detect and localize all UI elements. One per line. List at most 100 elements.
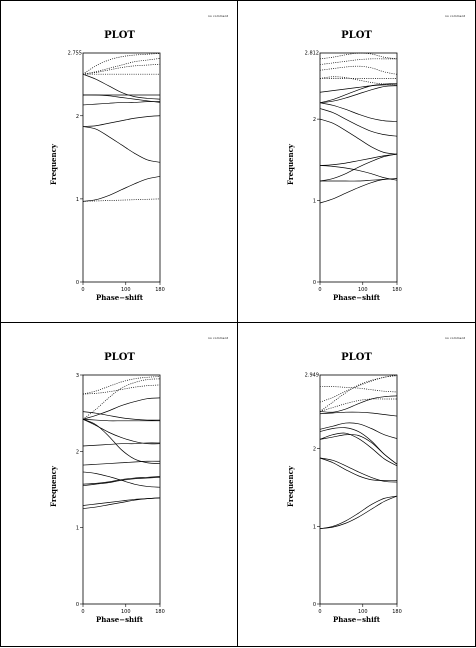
series-line-6 [82,460,161,466]
series-line-11 [82,397,161,420]
series-line-14 [82,376,161,395]
series-line-9 [319,411,398,417]
plot-frame [82,374,161,605]
series-line-3 [82,126,161,163]
series-line-14 [319,65,398,75]
series-line-15 [82,378,161,420]
series-line-10 [319,85,398,104]
plot-frame [319,52,398,283]
series-line-1 [82,497,161,509]
x-tick-label: 180 [155,287,165,293]
x-tick-label: 0 [318,609,321,615]
x-axis-label: Phase−shift [96,293,144,302]
series-line-16 [319,52,398,60]
series-line-10 [319,395,398,413]
series-line-2 [82,497,161,506]
series-line-12 [82,53,161,75]
chart-svg: 0 100 180 0 1 2 2.755 Phase−shift Frequency [49,51,165,303]
series-line-2 [82,198,161,202]
y-tick-label: 0 [313,280,316,286]
chart-svg: 0 100 180 0 1 2 3 Phase−shift Frequency [49,373,165,624]
series-line-13 [319,375,398,403]
plot-panel-1: no comment PLOT 0 100 180 0 1 2 2.755 Phase−shi… [0,0,239,324]
series-line-2 [319,495,398,530]
series-line-10 [82,63,161,75]
series-line-5 [82,471,161,488]
comment-label: no comment [208,14,228,18]
x-tick-label: 100 [121,609,131,615]
x-tick-label: 0 [318,287,321,293]
series-line-15 [319,58,397,65]
series-line-11 [319,84,398,93]
series-line-4 [82,476,161,485]
series-line-8 [319,422,398,439]
y-tick-label: 2 [76,449,79,455]
plot-panel-3: no comment PLOT 0 100 180 0 1 2 3 Phase−shift Fr… [0,322,239,647]
series-line-4 [82,115,161,127]
x-axis-label: Phase−shift [333,615,381,624]
plot-title: PLOT [341,352,372,363]
series-line-5 [82,101,161,106]
series-line-3 [319,153,398,182]
series-line-12 [319,386,398,393]
y-tick-label: 2 [76,114,79,120]
x-tick-label: 0 [81,609,84,615]
comment-label: no comment [208,336,228,340]
series-line-8 [319,102,398,122]
y-tick-label: 2 [313,447,316,453]
series-line-12 [82,411,161,421]
plot-panel-2: no comment PLOT 0 100 180 0 1 2 2.812 Phase−shi… [237,0,476,324]
series-line-13 [82,384,161,395]
series-line-9 [82,418,161,445]
comment-label: no comment [445,14,465,18]
x-tick-label: 180 [392,287,402,293]
x-axis-label: Phase−shift [96,615,144,624]
x-tick-label: 100 [358,609,368,615]
plot-title: PLOT [104,30,135,41]
series-line-3 [82,476,161,487]
y-axis-label: Frequency [286,143,295,185]
y-max-label: 2.949 [305,373,319,379]
series-line-6 [319,118,398,155]
plot-title: PLOT [341,30,372,41]
series-line-10 [82,418,160,422]
series-line-6 [319,432,398,467]
y-max-label: 2.812 [305,51,319,57]
x-tick-label: 0 [81,287,84,293]
x-tick-label: 180 [155,609,165,615]
series-line-5 [319,153,398,166]
y-axis-label: Frequency [49,143,58,185]
series-line-1 [319,495,398,530]
y-tick-label: 3 [76,373,79,379]
series-line-8 [82,73,161,100]
plot-frame [319,374,398,605]
y-tick-label: 0 [76,280,79,286]
plot-title: PLOT [104,352,135,363]
series-line-7 [319,108,398,137]
y-axis-label: Frequency [286,465,295,507]
series-line-7 [319,427,398,465]
x-tick-label: 180 [392,609,402,615]
series-line-4 [319,457,398,481]
x-tick-label: 100 [121,287,131,293]
series-line-4 [319,165,398,181]
series-line-2 [320,178,398,182]
y-max-label: 2.755 [68,51,82,57]
plot-frame [82,52,161,283]
y-tick-label: 1 [76,526,79,532]
chart-svg: 0 100 180 0 1 2 2.812 Phase−shift Frequency [286,51,402,303]
y-tick-label: 1 [313,524,316,530]
y-tick-label: 0 [313,602,316,608]
series-line-11 [319,398,397,412]
y-tick-label: 0 [76,602,79,608]
x-axis-label: Phase−shift [333,293,381,302]
series-line-8 [82,418,161,464]
x-tick-label: 100 [358,287,368,293]
series-line-1 [82,176,161,202]
y-tick-label: 1 [76,197,79,203]
series-line-14 [319,374,398,412]
series-line-1 [319,178,398,204]
plot-panel-4: no comment PLOT 0 100 180 0 1 2 2.949 Phase−shi… [237,322,476,647]
y-axis-label: Frequency [49,465,58,507]
